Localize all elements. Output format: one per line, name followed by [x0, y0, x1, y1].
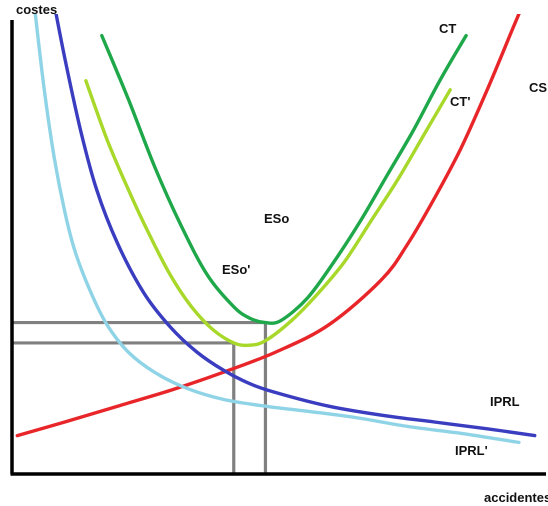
y-axis-label: costes	[16, 2, 57, 17]
point-annotation: ESo'	[222, 262, 250, 277]
series-line	[84, 79, 452, 348]
series-label: IPRL'	[455, 443, 488, 458]
series-layer	[15, 14, 537, 445]
series-line	[15, 14, 521, 438]
series-label: CT	[439, 21, 456, 36]
point-annotation: ESo	[264, 211, 289, 226]
x-axis-label: accidentes	[484, 490, 548, 505]
labels-group: costes accidentes CT CT' CS IPRL IPRL' ESo ESo'	[16, 2, 548, 505]
series-line	[100, 33, 468, 325]
series-label: IPRL	[490, 394, 520, 409]
series-line	[33, 14, 521, 445]
series-label: CS	[529, 80, 547, 95]
series-label: CT'	[450, 94, 470, 109]
series-line	[54, 14, 537, 438]
axes-group	[10, 20, 546, 476]
reference-lines-group	[12, 320, 268, 474]
